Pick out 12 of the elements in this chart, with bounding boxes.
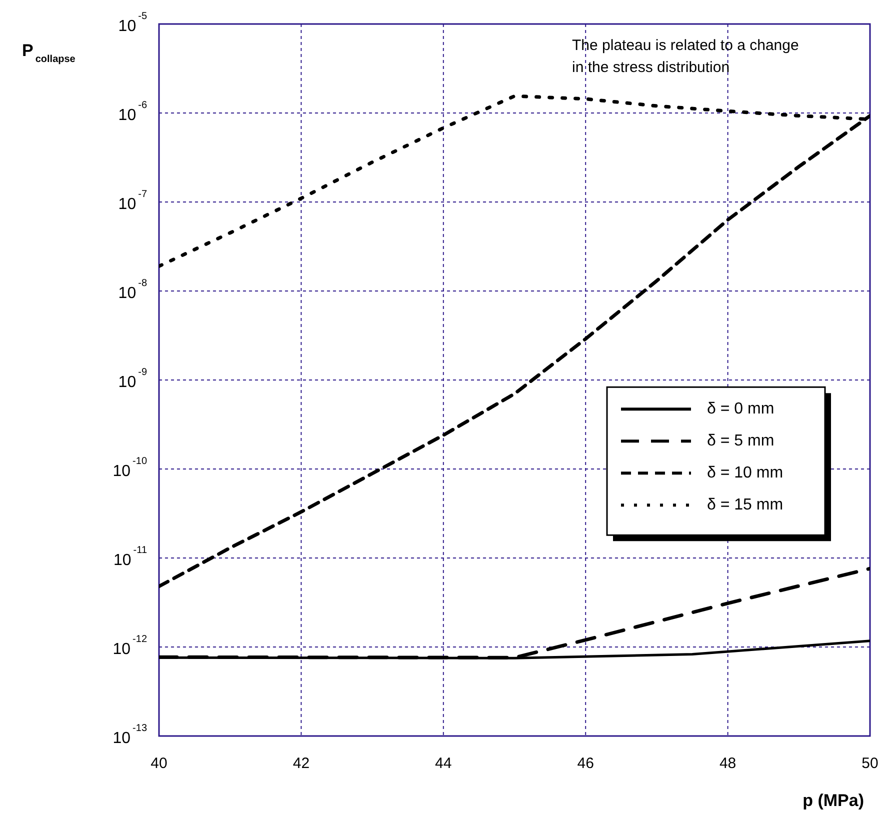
x-tick-label: 42 — [292, 755, 310, 772]
x-axis-title: p (MPa) — [802, 791, 864, 810]
x-tick-label: 50 — [862, 755, 878, 772]
legend-label: δ = 10 mm — [707, 464, 784, 482]
legend-label: δ = 0 mm — [707, 400, 774, 418]
legend-label: δ = 15 mm — [707, 496, 784, 514]
x-tick-label: 44 — [435, 755, 452, 772]
x-tick-label: 40 — [150, 755, 168, 772]
legend-label: δ = 5 mm — [707, 432, 774, 450]
annotation: The plateau is related to a change in the stress distribution — [572, 37, 799, 76]
x-tick-label: 46 — [577, 755, 594, 772]
x-tick-label: 48 — [719, 755, 736, 772]
